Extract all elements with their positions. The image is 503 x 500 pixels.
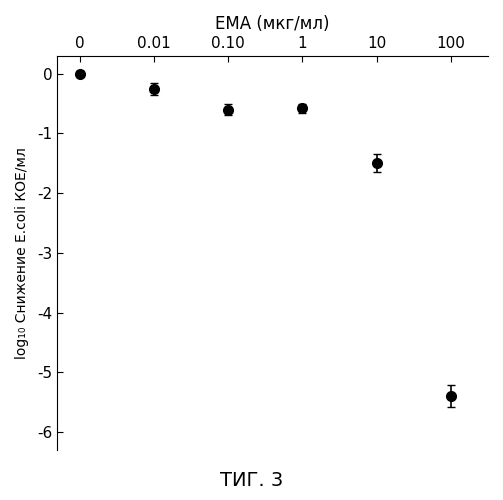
Text: ΤИГ. 3: ΤИГ. 3	[220, 471, 283, 490]
X-axis label: ЕМА (мкг/мл): ЕМА (мкг/мл)	[215, 15, 330, 33]
Y-axis label: log₁₀ Снижение E.coli КОЕ/мл: log₁₀ Снижение E.coli КОЕ/мл	[15, 147, 29, 359]
